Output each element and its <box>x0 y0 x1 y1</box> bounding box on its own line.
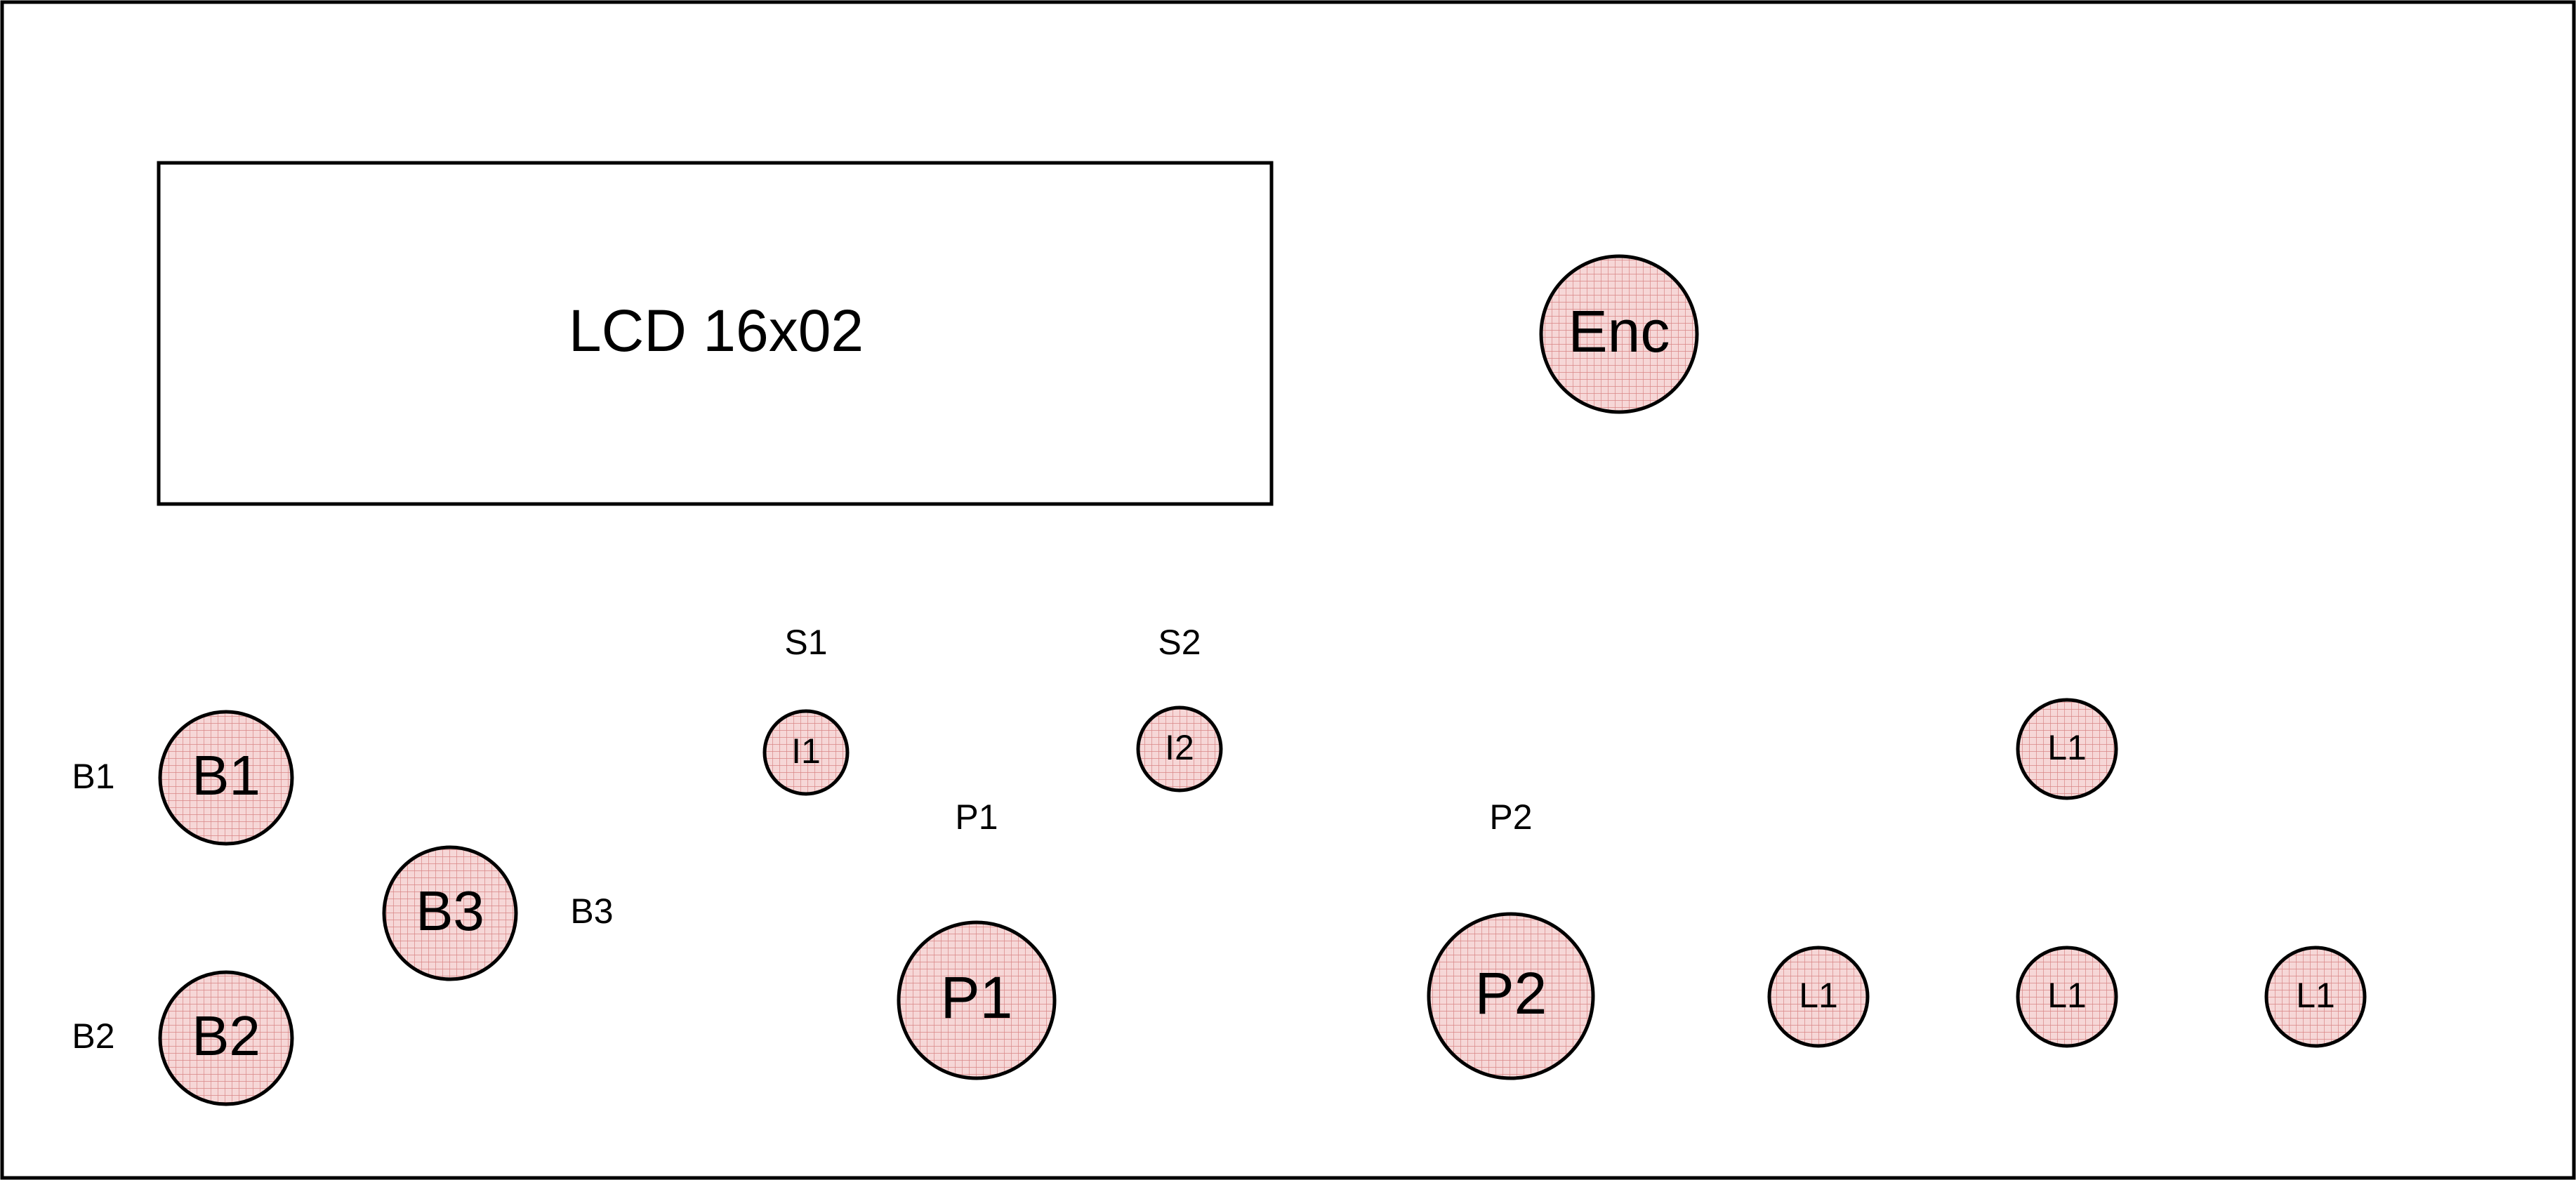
potentiometer-p2-label: P2 <box>1475 960 1547 1026</box>
button-b2-label: B2 <box>192 1005 260 1067</box>
led-l1-top-label: L1 <box>2047 728 2087 767</box>
button-b1: B1 <box>158 710 294 846</box>
led-l1-bottom-right-label: L1 <box>2296 976 2335 1015</box>
led-l1-bottom-right: L1 <box>2264 946 2367 1048</box>
potentiometer-p1: P1 <box>897 920 1057 1080</box>
indicator-i1-label: I1 <box>791 731 821 771</box>
label-s1: S1 <box>784 623 827 662</box>
encoder-circle <box>1539 254 1699 414</box>
potentiometer-p1-label: P1 <box>941 964 1013 1030</box>
encoder-label: Enc <box>1568 298 1670 364</box>
led-l1-top-circle <box>2016 698 2118 800</box>
led-l1-bottom-left: L1 <box>1767 946 1870 1048</box>
indicator-i2-label: I2 <box>1165 728 1194 767</box>
led-l1-bottom-left-circle <box>1767 946 1870 1048</box>
button-b1-circle <box>158 710 294 846</box>
button-b1-label: B1 <box>192 744 260 807</box>
label-b3: B3 <box>570 891 613 931</box>
lcd-display: LCD 16x02 <box>157 161 1274 506</box>
indicator-i2-circle <box>1136 705 1223 793</box>
indicator-i2: I2 <box>1136 705 1223 793</box>
label-b2: B2 <box>72 1016 114 1056</box>
encoder: Enc <box>1539 254 1699 414</box>
label-p1: P1 <box>955 797 998 837</box>
led-l1-bottom-middle: L1 <box>2016 946 2118 1048</box>
led-l1-bottom-middle-circle <box>2016 946 2118 1048</box>
led-l1-bottom-left-label: L1 <box>1799 976 1838 1015</box>
lcd-outline <box>157 161 1274 506</box>
button-b3-circle <box>382 845 518 981</box>
button-b2: B2 <box>158 970 294 1106</box>
indicator-i1: I1 <box>762 709 850 796</box>
potentiometer-p1-circle <box>897 920 1057 1080</box>
led-l1-top: L1 <box>2016 698 2118 800</box>
label-b1: B1 <box>72 757 114 796</box>
potentiometer-p2: P2 <box>1427 912 1595 1080</box>
button-b3-label: B3 <box>416 880 484 942</box>
indicator-i1-circle <box>762 709 850 796</box>
lcd-label: LCD 16x02 <box>569 298 864 364</box>
button-b3: B3 <box>382 845 518 981</box>
label-s2: S2 <box>1158 623 1201 662</box>
button-b2-circle <box>158 970 294 1106</box>
label-p2: P2 <box>1489 797 1532 837</box>
potentiometer-p2-circle <box>1427 912 1595 1080</box>
led-l1-bottom-middle-label: L1 <box>2047 976 2087 1015</box>
led-l1-bottom-right-circle <box>2264 946 2367 1048</box>
